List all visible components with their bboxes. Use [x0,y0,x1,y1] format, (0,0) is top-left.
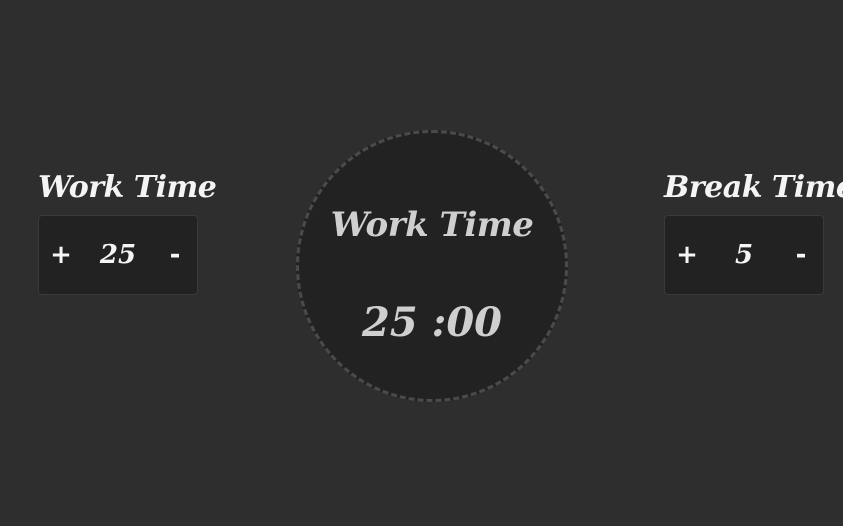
timer-clock[interactable]: Work Time 25 :00 [296,130,568,402]
break-time-increment-button[interactable]: + [676,240,698,270]
work-time-control: + 25 - [38,215,198,295]
timer-session-label: Work Time [330,205,534,245]
work-time-increment-button[interactable]: + [50,240,72,270]
work-time-title: Work Time [38,170,217,205]
break-time-setting: Break Time + 5 - [664,168,843,295]
break-time-decrement-button[interactable]: - [795,240,807,270]
break-time-control: + 5 - [664,215,824,295]
work-time-value: 25 [99,240,137,270]
timer-display: 25 :00 [361,299,503,346]
work-time-decrement-button[interactable]: - [169,240,181,270]
break-time-value: 5 [734,240,754,270]
work-time-setting: Work Time + 25 - [38,168,217,295]
break-time-title: Break Time [664,170,843,205]
